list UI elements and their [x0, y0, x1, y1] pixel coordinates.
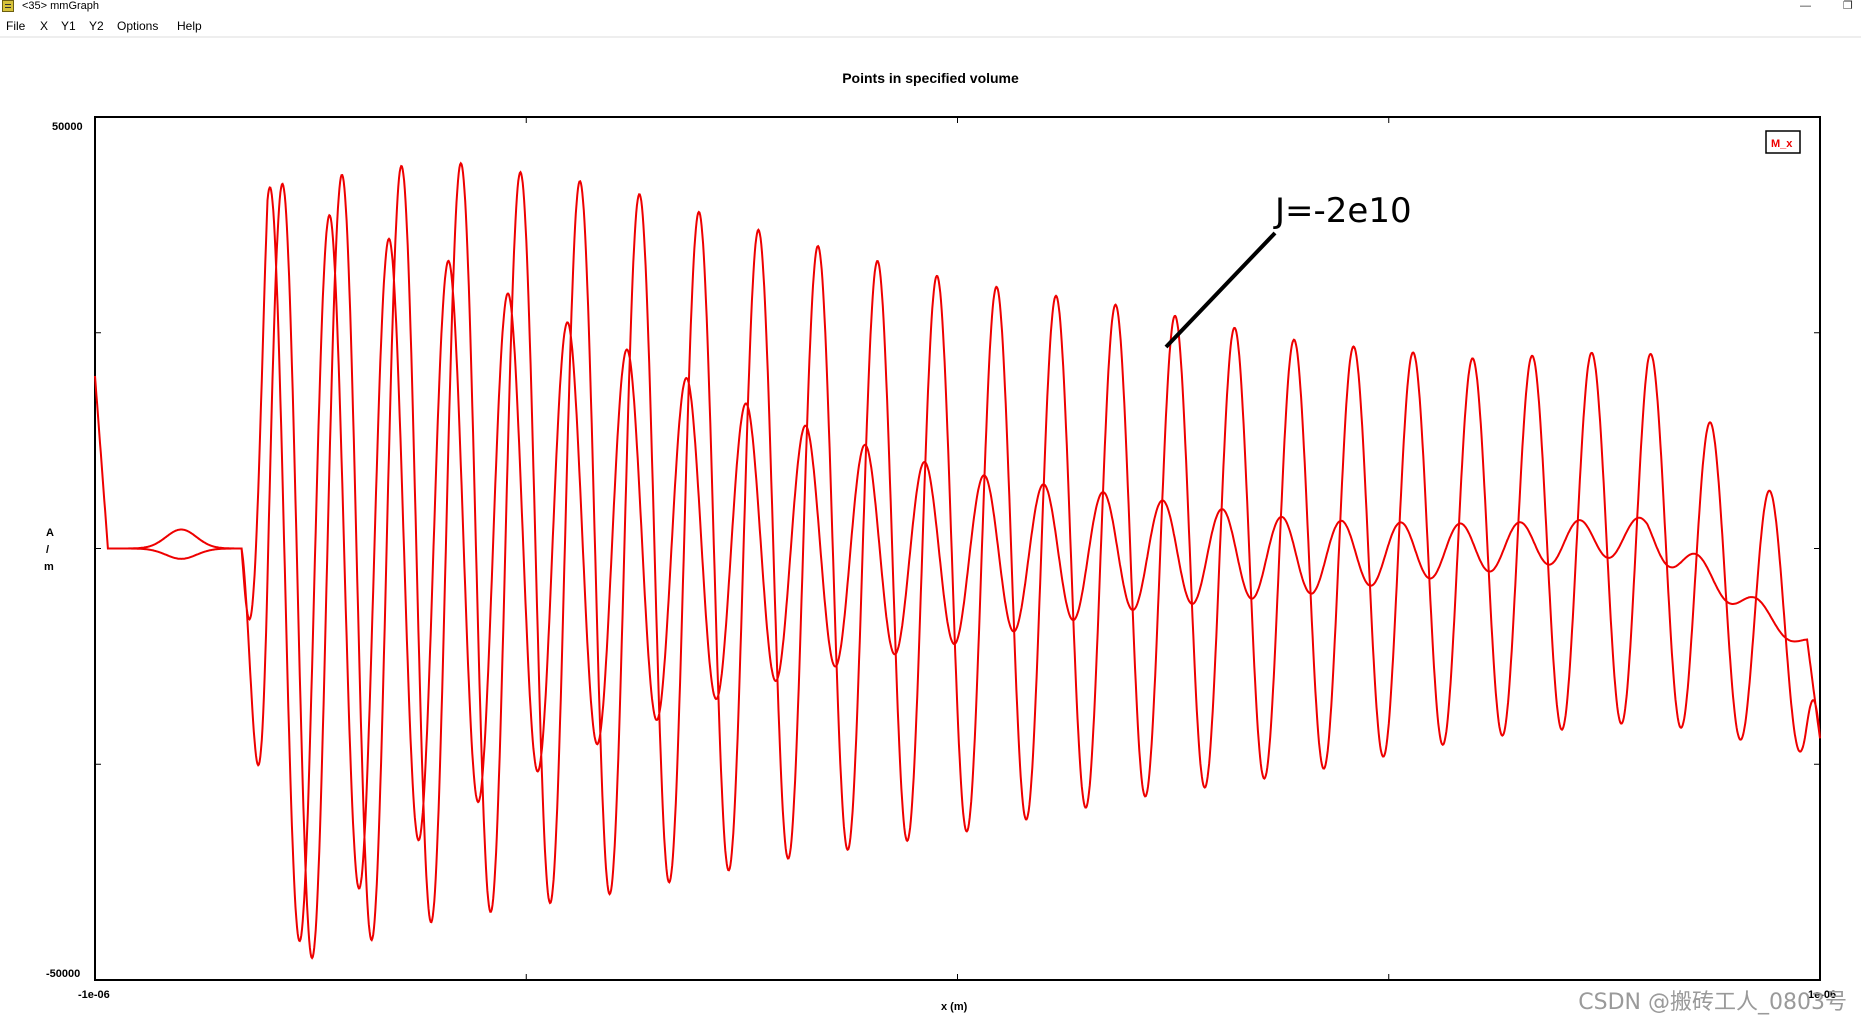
axis-ticks	[95, 117, 1820, 980]
y-tick-top: 50000	[52, 121, 83, 133]
x-tick-right: 1e-06	[1808, 989, 1836, 1001]
menu-y1[interactable]: Y1	[61, 19, 76, 33]
menu-x[interactable]: X	[40, 19, 49, 33]
chart-title: Points in specified volume	[842, 70, 1019, 86]
annotation-label: J=-2e10	[1273, 191, 1412, 231]
watermark: CSDN @搬砖工人_0803号	[1578, 990, 1847, 1015]
minimize-icon[interactable]: —	[1800, 0, 1811, 12]
menu-y2[interactable]: Y2	[89, 19, 104, 33]
menu-options[interactable]: Options	[117, 19, 159, 33]
window-titlebar: <35> mmGraph — ❐	[0, 0, 1861, 14]
annotation-arrow	[1164, 231, 1277, 349]
series-line-mx	[94, 161, 1821, 960]
legend-box	[1765, 130, 1801, 154]
window-title: <35> mmGraph	[22, 0, 100, 12]
menu-help[interactable]: Help	[177, 19, 202, 33]
svg-text:/: /	[46, 544, 49, 556]
plot-frame	[94, 116, 1821, 981]
x-axis-label: x (m)	[941, 1001, 968, 1013]
menubar: File X Y1 Y2 Options Help	[0, 14, 1861, 38]
y-tick-bottom: -50000	[46, 968, 80, 980]
graph-app-icon	[2, 0, 14, 12]
svg-text:m: m	[44, 561, 54, 573]
legend-entry-mx: M_x	[1771, 138, 1793, 150]
menu-file[interactable]: File	[6, 19, 26, 33]
y-axis-label: A / m	[44, 527, 54, 573]
restore-icon[interactable]: ❐	[1843, 0, 1853, 12]
svg-text:A: A	[46, 527, 54, 539]
x-tick-left: -1e-06	[78, 989, 110, 1001]
